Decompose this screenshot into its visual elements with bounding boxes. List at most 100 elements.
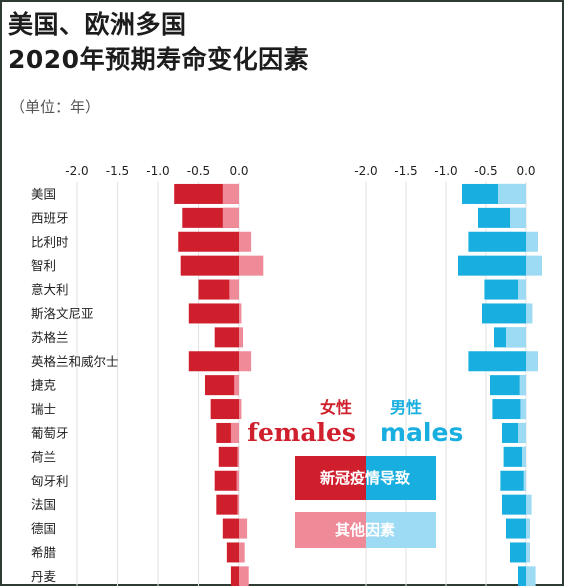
category-label: 瑞士 xyxy=(31,402,56,417)
male-covid-bar xyxy=(502,494,526,515)
category-label: 希腊 xyxy=(31,545,57,560)
female-xtick-label: -0.5 xyxy=(187,164,210,178)
category-label: 匈牙利 xyxy=(31,473,69,488)
female-covid-bar xyxy=(204,375,239,396)
female-covid-bar xyxy=(218,446,239,467)
female-xtick-label: -1.5 xyxy=(106,164,129,178)
male-other-bar xyxy=(518,422,526,443)
female-covid-bar xyxy=(210,399,239,420)
legend-other-label: 其他因素 xyxy=(335,521,395,539)
male-other-bar xyxy=(526,255,542,276)
male-xtick-label: -1.5 xyxy=(394,164,417,178)
male-xtick-label: -2.0 xyxy=(354,164,377,178)
category-label: 法国 xyxy=(31,497,56,512)
category-label: 西班牙 xyxy=(31,210,69,225)
female-xtick-label: 0.0 xyxy=(229,164,248,178)
male-covid-bar xyxy=(458,255,526,276)
male-other-bar xyxy=(526,542,530,563)
female-other-bar xyxy=(239,303,242,324)
male-other-bar xyxy=(522,446,526,467)
female-covid-bar xyxy=(214,327,239,348)
female-other-bar xyxy=(239,542,245,563)
legend-male-cn: 男性 xyxy=(390,398,422,417)
male-covid-bar xyxy=(500,470,526,491)
male-other-bar xyxy=(526,231,538,252)
female-other-bar xyxy=(222,183,239,204)
female-other-bar xyxy=(229,279,239,300)
chart-title-line-1: 美国、欧洲多国 xyxy=(8,10,187,39)
male-other-bar xyxy=(526,566,536,586)
male-other-bar xyxy=(519,375,526,396)
male-other-bar xyxy=(520,399,526,420)
female-covid-bar xyxy=(230,566,239,586)
category-label: 苏格兰 xyxy=(31,330,69,345)
category-label: 意大利 xyxy=(31,282,69,297)
female-covid-bar xyxy=(214,470,239,491)
male-other-bar xyxy=(523,470,526,491)
category-label: 比利时 xyxy=(31,234,69,249)
female-covid-bar xyxy=(198,279,239,300)
legend-covid-swatch-female xyxy=(295,456,366,500)
female-other-bar xyxy=(239,399,242,420)
legend-male-en: males xyxy=(380,418,463,447)
male-other-bar xyxy=(506,327,526,348)
male-covid-bar xyxy=(510,542,526,563)
male-other-bar xyxy=(526,494,532,515)
category-label: 葡萄牙 xyxy=(31,425,69,440)
male-covid-bar xyxy=(468,351,526,372)
male-other-bar xyxy=(526,518,530,539)
male-covid-bar xyxy=(468,231,526,252)
male-covid-bar xyxy=(518,566,526,586)
category-label: 德国 xyxy=(31,521,56,536)
female-other-bar xyxy=(239,566,249,586)
legend-other-swatch-female xyxy=(295,512,366,548)
male-other-bar xyxy=(526,351,538,372)
legend-female-cn: 女性 xyxy=(320,398,352,417)
category-label: 英格兰和威尔士 xyxy=(31,354,119,369)
female-xtick-label: -2.0 xyxy=(65,164,88,178)
male-other-bar xyxy=(518,279,526,300)
unit-label: （单位：年） xyxy=(10,98,101,116)
legend-other-swatch-male xyxy=(366,512,436,548)
female-other-bar xyxy=(239,255,264,276)
female-other-bar xyxy=(222,207,239,228)
category-label: 丹麦 xyxy=(31,569,57,584)
category-label: 荷兰 xyxy=(31,449,56,464)
category-label: 智利 xyxy=(31,258,56,273)
female-other-bar xyxy=(234,375,239,396)
male-xtick-label: 0.0 xyxy=(516,164,535,178)
female-covid-bar xyxy=(188,351,239,372)
legend-covid-label: 新冠疫情导致 xyxy=(320,469,411,487)
category-label: 美国 xyxy=(31,186,56,201)
category-label: 斯洛文尼亚 xyxy=(31,306,94,321)
female-other-bar xyxy=(239,351,252,372)
legend-female-en: females xyxy=(247,418,356,447)
male-other-bar xyxy=(498,183,526,204)
category-label: 捷克 xyxy=(31,378,56,393)
male-covid-bar xyxy=(490,375,526,396)
male-xtick-label: -0.5 xyxy=(474,164,497,178)
legend-covid-swatch-male xyxy=(366,456,436,500)
female-other-bar xyxy=(230,422,239,443)
male-covid-bar xyxy=(482,303,526,324)
chart-title-line-2: 2020年预期寿命变化因素 xyxy=(8,45,310,74)
female-covid-bar xyxy=(216,494,239,515)
female-covid-bar xyxy=(188,303,239,324)
female-other-bar xyxy=(239,231,252,252)
female-xtick-label: -1.0 xyxy=(146,164,169,178)
male-covid-bar xyxy=(503,446,526,467)
male-covid-bar xyxy=(492,399,526,420)
female-covid-bar xyxy=(180,255,239,276)
female-other-bar xyxy=(239,518,248,539)
female-other-bar xyxy=(237,494,239,515)
male-other-bar xyxy=(510,207,526,228)
male-covid-bar xyxy=(484,279,526,300)
male-xtick-label: -1.0 xyxy=(434,164,457,178)
female-covid-bar xyxy=(178,231,239,252)
female-covid-bar xyxy=(226,542,239,563)
male-other-bar xyxy=(526,303,533,324)
female-covid-bar xyxy=(222,518,239,539)
female-other-bar xyxy=(239,327,244,348)
